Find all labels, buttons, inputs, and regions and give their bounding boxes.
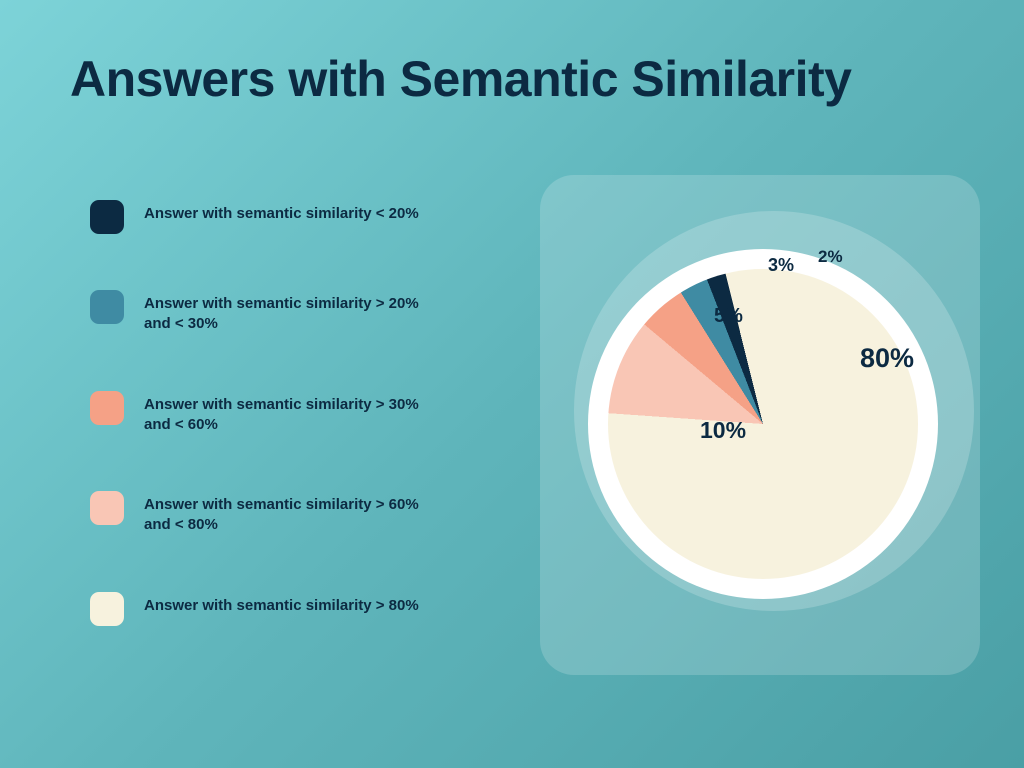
pie-ring [588,249,938,599]
slice-label: 10% [700,417,746,444]
legend-swatch [90,391,124,425]
legend-label: Answer with semantic similarity > 60% an… [144,491,444,536]
legend-item: Answer with semantic similarity > 60% an… [90,491,470,536]
chart-card: 2% 3% 5% 10% 80% [540,175,980,675]
legend-swatch [90,592,124,626]
pie-chart [608,269,918,579]
legend-label: Answer with semantic similarity < 20% [144,200,419,224]
slice-label: 3% [768,255,794,276]
legend-item: Answer with semantic similarity > 30% an… [90,391,470,436]
legend-swatch [90,200,124,234]
legend-swatch [90,290,124,324]
legend: Answer with semantic similarity < 20% Ans… [90,200,470,626]
legend-item: Answer with semantic similarity > 80% [90,592,470,626]
page-title: Answers with Semantic Similarity [70,50,852,108]
legend-swatch [90,491,124,525]
slice-label: 5% [714,305,743,328]
slice-label: 2% [818,247,843,267]
legend-item: Answer with semantic similarity < 20% [90,200,470,234]
legend-label: Answer with semantic similarity > 80% [144,592,419,616]
legend-item: Answer with semantic similarity > 20% an… [90,290,470,335]
legend-label: Answer with semantic similarity > 20% an… [144,290,444,335]
legend-label: Answer with semantic similarity > 30% an… [144,391,444,436]
slice-label: 80% [860,343,914,374]
